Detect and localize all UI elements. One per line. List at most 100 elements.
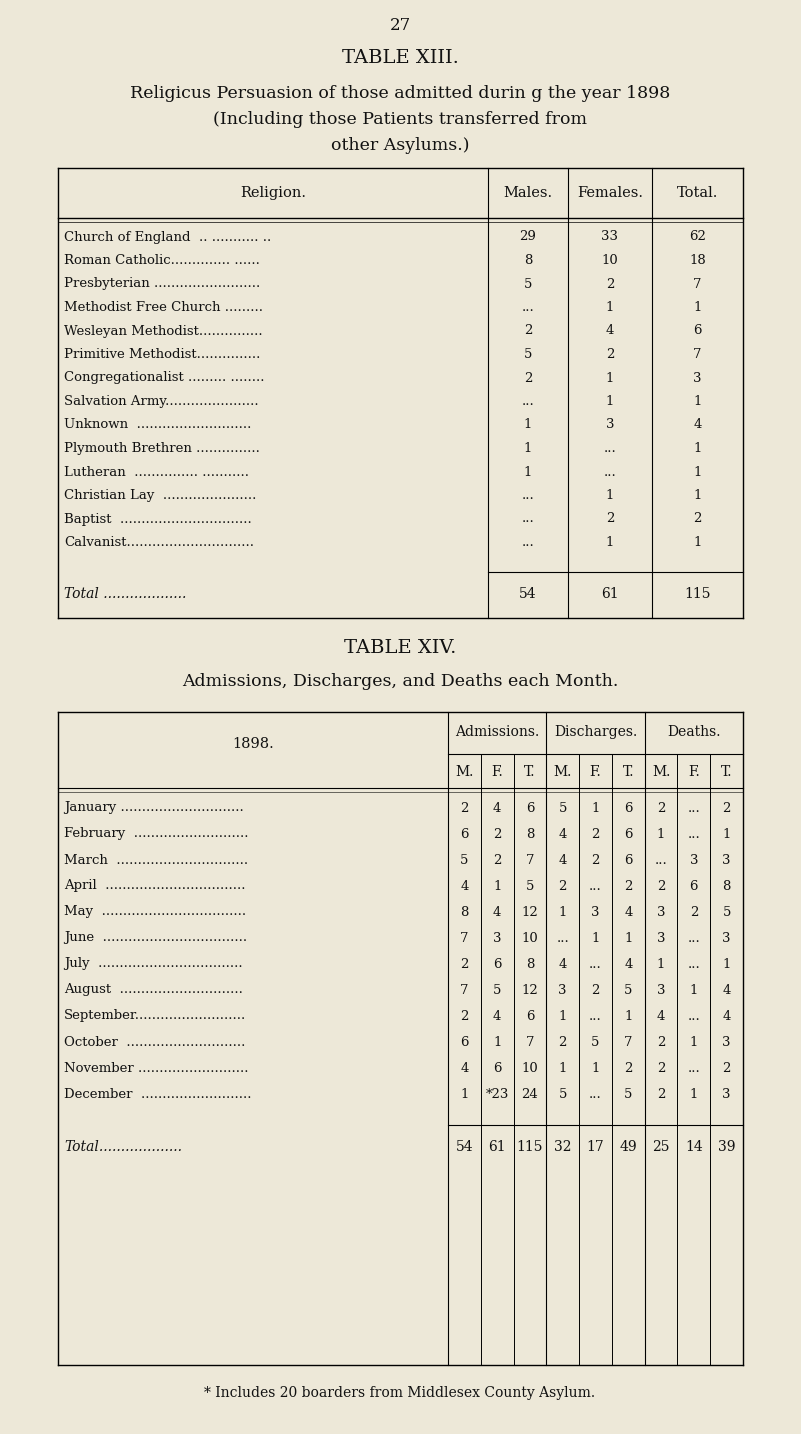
Text: 6: 6 — [624, 853, 633, 866]
Text: other Asylums.): other Asylums.) — [331, 138, 469, 155]
Text: ...: ... — [521, 301, 534, 314]
Text: 3: 3 — [493, 932, 501, 945]
Text: 1: 1 — [606, 371, 614, 384]
Text: ...: ... — [654, 853, 667, 866]
Text: 12: 12 — [521, 984, 538, 997]
Text: 25: 25 — [652, 1140, 670, 1154]
Text: 8: 8 — [525, 958, 534, 971]
Text: Baptist  ...............................: Baptist ............................... — [64, 512, 252, 525]
Text: TABLE XIII.: TABLE XIII. — [341, 49, 458, 67]
Text: 24: 24 — [521, 1087, 538, 1100]
Text: January .............................: January ............................. — [64, 802, 244, 815]
Text: 5: 5 — [723, 905, 731, 919]
Text: 2: 2 — [723, 802, 731, 815]
Text: Unknown  ...........................: Unknown ........................... — [64, 419, 252, 432]
Text: ...: ... — [687, 1010, 700, 1022]
Text: 2: 2 — [524, 324, 532, 337]
Text: 1: 1 — [694, 489, 702, 502]
Text: Admissions.: Admissions. — [455, 726, 539, 739]
Text: Primitive Methodist...............: Primitive Methodist............... — [64, 348, 260, 361]
Text: 1: 1 — [657, 827, 666, 840]
Text: 4: 4 — [723, 984, 731, 997]
Text: 4: 4 — [461, 1061, 469, 1074]
Text: ...: ... — [687, 932, 700, 945]
Text: 10: 10 — [602, 254, 618, 267]
Text: 5: 5 — [525, 879, 534, 892]
Text: 8: 8 — [461, 905, 469, 919]
Text: 5: 5 — [558, 1087, 567, 1100]
Text: 1: 1 — [558, 1010, 567, 1022]
Text: 2: 2 — [591, 984, 600, 997]
Text: 1: 1 — [524, 419, 532, 432]
Text: 61: 61 — [489, 1140, 506, 1154]
Text: M.: M. — [455, 764, 473, 779]
Text: 1: 1 — [558, 1061, 567, 1074]
Text: 2: 2 — [591, 853, 600, 866]
Text: 12: 12 — [521, 905, 538, 919]
Text: 4: 4 — [657, 1010, 666, 1022]
Text: 7: 7 — [460, 984, 469, 997]
Text: 3: 3 — [723, 932, 731, 945]
Text: 17: 17 — [586, 1140, 605, 1154]
Text: September..........................: September.......................... — [64, 1010, 246, 1022]
Text: * Includes 20 boarders from Middlesex County Asylum.: * Includes 20 boarders from Middlesex Co… — [204, 1387, 596, 1400]
Text: Religion.: Religion. — [240, 186, 306, 199]
Text: 2: 2 — [606, 278, 614, 291]
Text: 10: 10 — [521, 932, 538, 945]
Text: 1: 1 — [690, 1087, 698, 1100]
Text: 6: 6 — [525, 1010, 534, 1022]
Text: 54: 54 — [519, 587, 537, 601]
Text: ...: ... — [521, 489, 534, 502]
Text: 4: 4 — [558, 958, 567, 971]
Text: 1: 1 — [694, 394, 702, 409]
Text: M.: M. — [652, 764, 670, 779]
Text: ...: ... — [687, 1061, 700, 1074]
Text: 5: 5 — [461, 853, 469, 866]
Text: 1: 1 — [694, 301, 702, 314]
Text: 3: 3 — [657, 984, 666, 997]
Text: 2: 2 — [657, 1061, 666, 1074]
Text: 61: 61 — [602, 587, 619, 601]
Text: ...: ... — [589, 1010, 602, 1022]
Text: 3: 3 — [723, 1087, 731, 1100]
Text: 2: 2 — [461, 958, 469, 971]
Text: March  ...............................: March ............................... — [64, 853, 248, 866]
Text: 3: 3 — [657, 932, 666, 945]
Text: 1: 1 — [690, 984, 698, 997]
Text: 33: 33 — [602, 231, 618, 244]
Text: Presbyterian .........................: Presbyterian ......................... — [64, 278, 260, 291]
Text: Deaths.: Deaths. — [667, 726, 721, 739]
Text: November ..........................: November .......................... — [64, 1061, 248, 1074]
Text: 6: 6 — [690, 879, 698, 892]
Text: 1: 1 — [524, 442, 532, 455]
Text: Calvanist..............................: Calvanist.............................. — [64, 536, 254, 549]
Text: ...: ... — [521, 512, 534, 525]
Text: 1: 1 — [606, 536, 614, 549]
Text: 49: 49 — [619, 1140, 637, 1154]
Text: 6: 6 — [460, 1035, 469, 1048]
Text: F.: F. — [688, 764, 700, 779]
Text: 5: 5 — [591, 1035, 600, 1048]
Text: Roman Catholic.............. ......: Roman Catholic.............. ...... — [64, 254, 260, 267]
Text: 10: 10 — [521, 1061, 538, 1074]
Text: Congregationalist ......... ........: Congregationalist ......... ........ — [64, 371, 264, 384]
Text: 3: 3 — [690, 853, 698, 866]
Text: 4: 4 — [606, 324, 614, 337]
Text: Methodist Free Church .........: Methodist Free Church ......... — [64, 301, 263, 314]
Text: Church of England  .. ........... ..: Church of England .. ........... .. — [64, 231, 272, 244]
Text: August  .............................: August ............................. — [64, 984, 243, 997]
Text: 39: 39 — [718, 1140, 735, 1154]
Text: ...: ... — [589, 958, 602, 971]
Text: 5: 5 — [524, 348, 532, 361]
Text: 2: 2 — [624, 879, 633, 892]
Text: 1: 1 — [606, 394, 614, 409]
Text: Females.: Females. — [577, 186, 643, 199]
Text: 4: 4 — [624, 958, 633, 971]
Text: Salvation Army......................: Salvation Army...................... — [64, 394, 259, 409]
Text: (Including those Patients transferred from: (Including those Patients transferred fr… — [213, 112, 587, 129]
Text: ...: ... — [521, 394, 534, 409]
Text: Total.: Total. — [677, 186, 718, 199]
Text: Discharges.: Discharges. — [553, 726, 637, 739]
Text: 3: 3 — [558, 984, 567, 997]
Text: T.: T. — [721, 764, 732, 779]
